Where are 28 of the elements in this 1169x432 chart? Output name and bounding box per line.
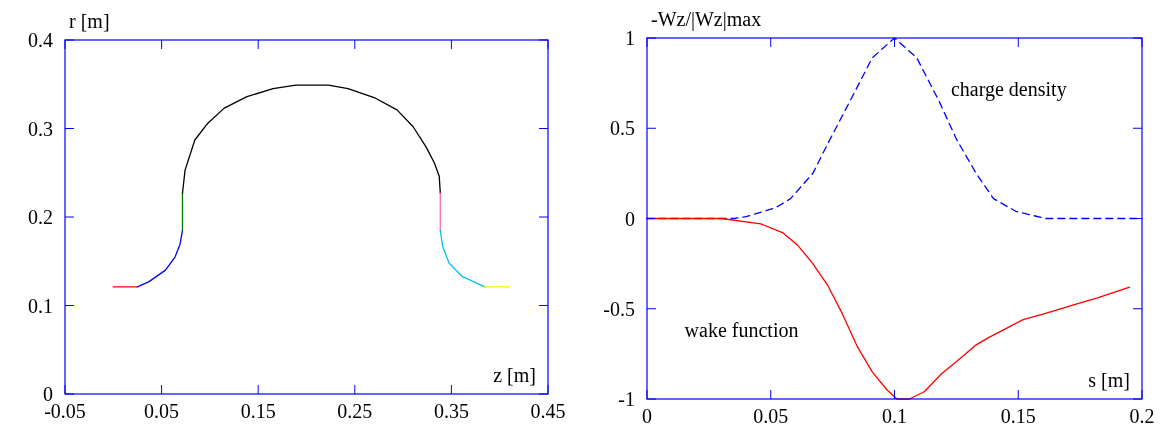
y-tick-label: 0.3 [28,117,53,140]
x-tick-label: 0.15 [240,400,276,422]
x-tick-label: 0.35 [433,400,469,422]
x-tick-label: 0.45 [530,400,566,422]
x-tick-label: 0.05 [753,405,789,427]
y-tick-label: 0.2 [28,206,53,228]
x-tick-label: 0.15 [1000,405,1036,427]
line-series [439,229,486,288]
x-tick-label: 0.1 [882,405,907,427]
line-series [136,229,184,288]
x-axis-title: z [m] [493,364,536,386]
y-tick-label: 0 [625,207,635,230]
x-tick-label: 0.2 [1129,405,1155,427]
y-tick-label: 0.5 [610,117,635,140]
x-tick-label: 0 [642,405,652,427]
y-axis-title: r [m] [69,10,110,32]
y-tick-label: -1 [618,388,635,410]
x-tick-label: 0.05 [144,400,180,422]
y-tick-label: 0.4 [28,29,53,51]
y-tick-label: -0.5 [603,297,635,320]
y-axis-title: -Wz/|Wz|max [651,8,762,31]
x-tick-label: 0.25 [337,400,373,422]
text: wake function [684,319,799,342]
y-tick-label: 0.1 [28,294,53,317]
line-series [181,84,441,194]
series-label: charge density [950,77,1067,101]
y-tick-label: 1 [625,27,635,49]
x-axis-title: s [m] [1088,369,1130,391]
